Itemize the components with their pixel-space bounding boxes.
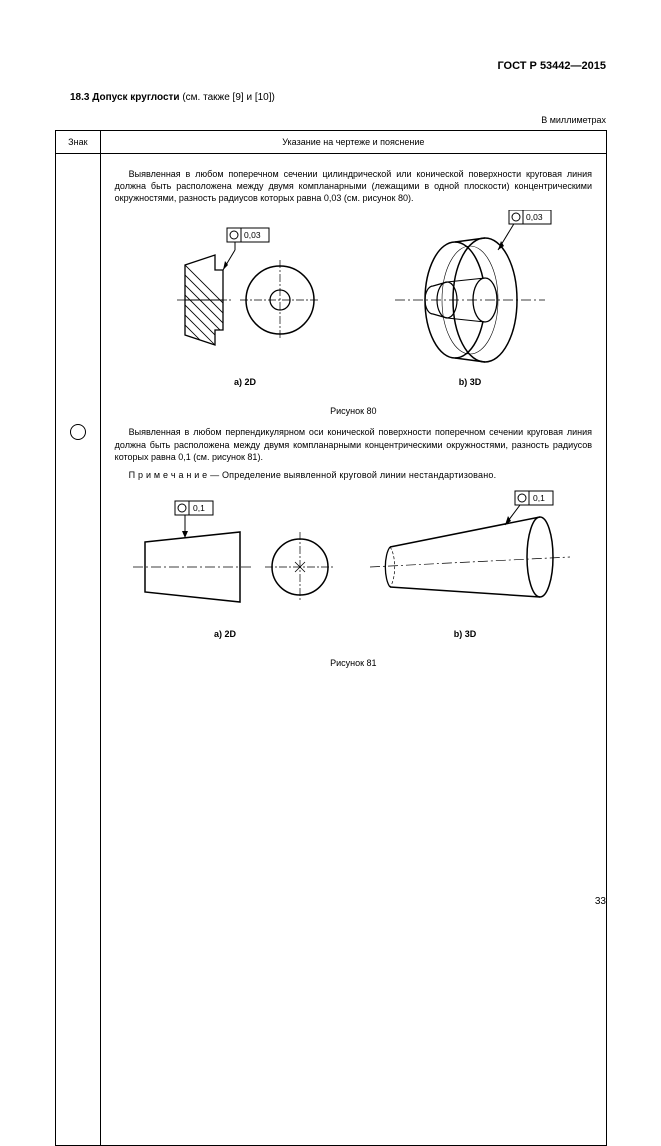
units-note: В миллиметрах xyxy=(541,115,606,125)
circularity-symbol-icon xyxy=(70,424,86,440)
figure-80-svg: 0,03 xyxy=(115,210,587,400)
fig81-2d-value: 0,1 xyxy=(193,503,205,513)
fig81-sub-a: a) 2D xyxy=(214,629,237,639)
fig80-3d: 0,03 xyxy=(395,210,551,362)
section-number: 18.3 xyxy=(70,92,89,103)
fig81-2d-cone xyxy=(133,532,253,602)
fig81-3d-value: 0,1 xyxy=(533,493,545,503)
fig81-2d-callout: 0,1 xyxy=(175,501,213,538)
paragraph-2: Выявленная в любом перпендикулярном оси … xyxy=(115,426,592,462)
figure-80: 0,03 xyxy=(115,210,592,416)
figure-81-svg: 0,1 xyxy=(115,487,587,652)
body-cell: Выявленная в любом поперечном сечении ци… xyxy=(100,154,606,1146)
fig80-caption: Рисунок 80 xyxy=(115,406,592,416)
th-body: Указание на чертеже и пояснение xyxy=(100,131,606,154)
th-sign: Знак xyxy=(56,131,101,154)
section-title: 18.3 Допуск круглости (см. также [9] и [… xyxy=(70,92,275,103)
page-number: 33 xyxy=(595,896,606,907)
section-title-bold: Допуск круглости xyxy=(92,92,179,103)
fig80-sub-b: b) 3D xyxy=(458,377,481,387)
fig80-sub-a: a) 2D xyxy=(234,377,257,387)
sign-cell xyxy=(56,154,101,1146)
fig80-3d-value: 0,03 xyxy=(526,212,543,222)
fig80-2d-circle xyxy=(240,260,320,340)
paragraph-1: Выявленная в любом поперечном сечении ци… xyxy=(115,168,592,204)
note: П р и м е ч а н и е — Определение выявле… xyxy=(115,469,592,481)
fig81-3d-cone: 0,1 xyxy=(370,491,570,597)
main-table: Знак Указание на чертеже и пояснение Выя… xyxy=(55,130,607,1146)
fig81-2d-circle xyxy=(265,532,335,602)
section-title-rest: (см. также [9] и [10]) xyxy=(180,92,275,103)
page: ГОСТ Р 53442—2015 18.3 Допуск круглости … xyxy=(0,0,661,935)
fig80-2d-value: 0,03 xyxy=(244,230,261,240)
doc-header: ГОСТ Р 53442—2015 xyxy=(497,60,606,72)
figure-81: 0,1 xyxy=(115,487,592,668)
fig80-2d-callout: 0,03 xyxy=(223,228,269,270)
fig81-sub-b: b) 3D xyxy=(453,629,476,639)
fig81-caption: Рисунок 81 xyxy=(115,658,592,668)
